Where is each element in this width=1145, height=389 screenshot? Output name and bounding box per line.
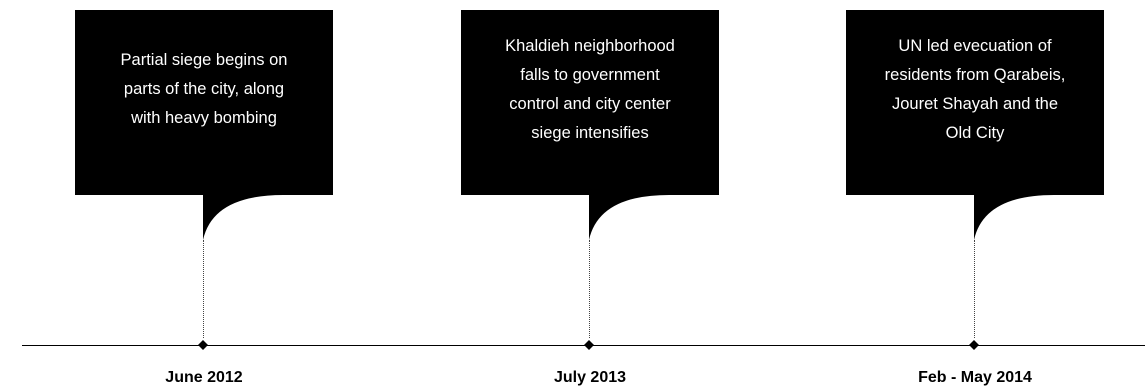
diamond-marker-icon [969,340,979,350]
event-callout: Partial siege begins on parts of the cit… [75,10,333,240]
event-connector-line [974,240,975,338]
event-date-label: June 2012 [165,369,243,386]
timeline-axis-line [22,345,1145,346]
diamond-marker-icon [584,340,594,350]
timeline-event-june-2012: Partial siege begins on parts of the cit… [75,0,333,389]
callout-shape [75,10,333,240]
event-callout: UN led evecuation of residents from Qara… [846,10,1104,240]
timeline-event-july-2013: Khaldieh neighborhood falls to governmen… [461,0,719,389]
event-description: Khaldieh neighborhood falls to governmen… [505,37,675,142]
event-callout: Khaldieh neighborhood falls to governmen… [461,10,719,240]
event-description: UN led evecuation of residents from Qara… [884,37,1066,142]
callout-shape [846,10,1104,240]
callout-shape [461,10,719,240]
event-description: Partial siege begins on parts of the cit… [120,51,288,127]
event-date-label: Feb - May 2014 [918,369,1032,386]
event-connector-line [589,240,590,338]
event-date-label: July 2013 [553,369,627,386]
timeline-event-feb-may-2014: UN led evecuation of residents from Qara… [846,0,1104,389]
diamond-marker-icon [198,340,208,350]
event-connector-line [203,240,204,338]
